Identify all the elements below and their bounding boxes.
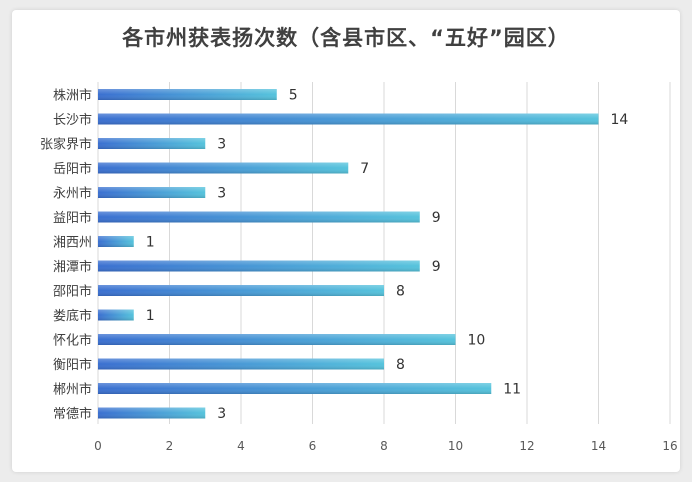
category-label: 娄底市 (53, 308, 92, 324)
data-label: 3 (217, 186, 226, 202)
category-label: 张家界市 (40, 137, 92, 153)
data-label: 9 (432, 210, 441, 226)
bar-shine (98, 260, 420, 272)
category-label: 株洲市 (53, 88, 92, 104)
x-tick-label: 0 (94, 439, 102, 453)
data-label: 5 (289, 88, 298, 104)
bar-shine (98, 334, 456, 345)
x-tick-label: 10 (448, 439, 463, 453)
bar-shine (98, 309, 134, 321)
chart-title: 各市州获表扬次数（含县市区、“五好”园区） (122, 26, 570, 50)
gridlines (97, 82, 671, 424)
x-tick-label: 14 (591, 439, 606, 453)
data-label: 1 (146, 308, 155, 324)
category-label: 永州市 (53, 186, 92, 202)
x-tick-label: 4 (237, 439, 245, 453)
x-tick-label: 6 (309, 439, 317, 453)
data-label: 8 (396, 357, 405, 373)
data-label: 1 (146, 235, 155, 251)
category-label: 岳阳市 (53, 161, 92, 177)
bars (98, 89, 599, 419)
category-label: 湘潭市 (53, 259, 92, 275)
category-label: 湘西州 (53, 236, 92, 251)
x-tick-label: 16 (662, 439, 677, 453)
bar-shine (98, 236, 134, 247)
category-label: 怀化市 (53, 333, 92, 349)
bar-shine (98, 383, 492, 394)
bar-shine (98, 138, 206, 149)
data-label: 11 (503, 382, 521, 398)
category-label: 常德市 (53, 406, 92, 422)
category-label: 郴州市 (53, 382, 92, 398)
bar-shine (98, 407, 206, 419)
x-tick-label: 12 (519, 439, 534, 453)
bar-shine (98, 187, 206, 198)
bar-shine (98, 162, 349, 174)
bar-shine (98, 211, 420, 223)
data-label: 9 (432, 259, 441, 275)
x-tick-label: 2 (166, 439, 174, 453)
data-label: 7 (360, 161, 369, 177)
bar-shine (98, 113, 599, 125)
bar-shine (98, 358, 384, 370)
category-label: 邵阳市 (53, 284, 92, 300)
bar-shine (98, 285, 384, 296)
data-label: 8 (396, 284, 405, 300)
data-label: 3 (217, 137, 226, 153)
data-label: 14 (611, 112, 629, 128)
bar-shine (98, 89, 277, 100)
data-label: 3 (217, 406, 226, 422)
labels: 0 2 4 6 8 10 12 14 16 株洲市 5 长沙市 14 张家界市 3 岳阳市 7 永州市 3 益阳市 9 湘… (40, 88, 678, 454)
category-label: 长沙市 (53, 112, 92, 128)
x-tick-label: 8 (380, 439, 388, 453)
data-label: 10 (468, 333, 486, 349)
category-label: 益阳市 (53, 210, 92, 226)
category-label: 衡阳市 (53, 357, 92, 373)
